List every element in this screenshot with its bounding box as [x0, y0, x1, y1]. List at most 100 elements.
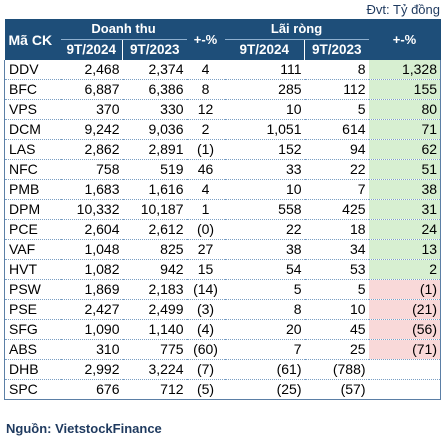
cell-profit-change: [368, 379, 442, 400]
cell-ticker: HVT: [4, 259, 61, 280]
cell-revenue-2023: 9,036: [122, 119, 187, 140]
table-row: DHB 2,992 3,224 (7) (61) (788): [4, 359, 442, 380]
cell-net-profit-2023: 425: [304, 199, 369, 220]
table-row: LAS 2,862 2,891 (1) 152 94 62: [4, 139, 442, 160]
table-row: VAF 1,048 825 27 38 34 13: [4, 239, 442, 260]
cell-profit-change: 71: [368, 119, 442, 140]
cell-profit-change: 1,328: [368, 60, 442, 80]
table-row: PMB 1,683 1,616 4 10 7 38: [4, 179, 442, 200]
cell-revenue-2024: 9,242: [60, 119, 123, 140]
cell-revenue-2023: 10,187: [122, 199, 187, 220]
header-rev-2024: 9T/2024: [60, 39, 123, 60]
cell-net-profit-2023: (57): [304, 379, 369, 400]
table-row: NFC 758 519 46 33 22 51: [4, 159, 442, 180]
table-row: ABS 310 775 (60) 7 25 (71): [4, 339, 442, 360]
cell-revenue-change: 4: [186, 179, 225, 200]
cell-revenue-2024: 676: [60, 379, 123, 400]
cell-net-profit-2024: 7: [224, 339, 305, 360]
cell-net-profit-2024: 1,051: [224, 119, 305, 140]
header-profit-change: +-%: [368, 19, 441, 60]
cell-revenue-2024: 1,082: [60, 259, 123, 280]
cell-profit-change: 38: [368, 179, 442, 200]
cell-ticker: PCE: [4, 219, 61, 240]
cell-ticker: VPS: [4, 99, 61, 120]
cell-revenue-2023: 3,224: [122, 359, 187, 380]
cell-ticker: ABS: [4, 339, 61, 360]
table-row: SFG 1,090 1,140 (4) 20 45 (56): [4, 319, 442, 340]
cell-net-profit-2023: 45: [304, 319, 369, 340]
cell-net-profit-2023: 22: [304, 159, 369, 180]
cell-revenue-2024: 310: [60, 339, 123, 360]
cell-revenue-change: (0): [186, 219, 225, 240]
cell-ticker: LAS: [4, 139, 61, 160]
cell-profit-change: 24: [368, 219, 442, 240]
cell-revenue-change: 1: [186, 199, 225, 220]
cell-net-profit-2023: 5: [304, 99, 369, 120]
cell-net-profit-2024: 10: [224, 179, 305, 200]
cell-profit-change: 2: [368, 259, 442, 280]
cell-revenue-2023: 2,612: [122, 219, 187, 240]
cell-net-profit-2024: 10: [224, 99, 305, 120]
cell-revenue-2024: 1,869: [60, 279, 123, 300]
cell-net-profit-2024: 285: [224, 79, 305, 100]
cell-revenue-2024: 758: [60, 159, 123, 180]
cell-revenue-2023: 825: [122, 239, 187, 260]
cell-net-profit-2023: 8: [304, 60, 369, 80]
table-row: VPS 370 330 12 10 5 80: [4, 99, 442, 120]
cell-revenue-2023: 942: [122, 259, 187, 280]
cell-net-profit-2023: 18: [304, 219, 369, 240]
cell-revenue-2024: 1,683: [60, 179, 123, 200]
table-row: PSE 2,427 2,499 (3) 8 10 (21): [4, 299, 442, 320]
cell-ticker: PSE: [4, 299, 61, 320]
unit-note: Đvt: Tỷ đồng: [366, 2, 440, 17]
cell-revenue-2024: 2,862: [60, 139, 123, 160]
cell-ticker: SFG: [4, 319, 61, 340]
cell-revenue-2024: 1,048: [60, 239, 123, 260]
cell-net-profit-2023: 7: [304, 179, 369, 200]
cell-revenue-2023: 775: [122, 339, 187, 360]
cell-net-profit-2023: 25: [304, 339, 369, 360]
cell-ticker: SPC: [4, 379, 61, 400]
cell-revenue-change: 8: [186, 79, 225, 100]
cell-revenue-2023: 1,616: [122, 179, 187, 200]
cell-net-profit-2024: (61): [224, 359, 305, 380]
cell-revenue-change: 27: [186, 239, 225, 260]
cell-net-profit-2024: 8: [224, 299, 305, 320]
cell-profit-change: 155: [368, 79, 442, 100]
cell-revenue-2023: 712: [122, 379, 187, 400]
cell-revenue-2024: 2,604: [60, 219, 123, 240]
cell-revenue-change: 4: [186, 60, 225, 80]
cell-revenue-change: (4): [186, 319, 225, 340]
cell-revenue-2024: 1,090: [60, 319, 123, 340]
cell-revenue-2023: 519: [122, 159, 187, 180]
cell-net-profit-2023: 94: [304, 139, 369, 160]
cell-profit-change: 51: [368, 159, 442, 180]
header-np-2023: 9T/2023: [304, 39, 369, 60]
source-note: Nguồn: VietstockFinance: [6, 421, 162, 436]
cell-ticker: DDV: [4, 60, 61, 80]
earnings-table: Mã CK Doanh thu +-% Lãi ròng +-% 9T/2024…: [4, 19, 442, 400]
header-rev-2023: 9T/2023: [121, 39, 187, 60]
cell-net-profit-2024: 20: [224, 319, 305, 340]
header-revenue: Doanh thu: [60, 19, 187, 40]
cell-profit-change: (1): [368, 279, 442, 300]
cell-revenue-2024: 2,468: [60, 60, 123, 80]
header-revenue-change: +-%: [186, 19, 225, 60]
cell-revenue-2023: 2,183: [122, 279, 187, 300]
cell-profit-change: 31: [368, 199, 442, 220]
cell-profit-change: 80: [368, 99, 442, 120]
cell-profit-change: (56): [368, 319, 442, 340]
cell-revenue-change: (14): [186, 279, 225, 300]
table-row: HVT 1,082 942 15 54 53 2: [4, 259, 442, 280]
table-row: SPC 676 712 (5) (25) (57): [4, 379, 442, 400]
cell-net-profit-2024: 33: [224, 159, 305, 180]
cell-revenue-change: 12: [186, 99, 225, 120]
cell-revenue-2024: 2,992: [60, 359, 123, 380]
table-row: PCE 2,604 2,612 (0) 22 18 24: [4, 219, 442, 240]
cell-revenue-change: 46: [186, 159, 225, 180]
cell-revenue-2024: 6,887: [60, 79, 123, 100]
cell-net-profit-2024: 54: [224, 259, 305, 280]
cell-ticker: DCM: [4, 119, 61, 140]
cell-net-profit-2024: 22: [224, 219, 305, 240]
cell-net-profit-2023: 614: [304, 119, 369, 140]
